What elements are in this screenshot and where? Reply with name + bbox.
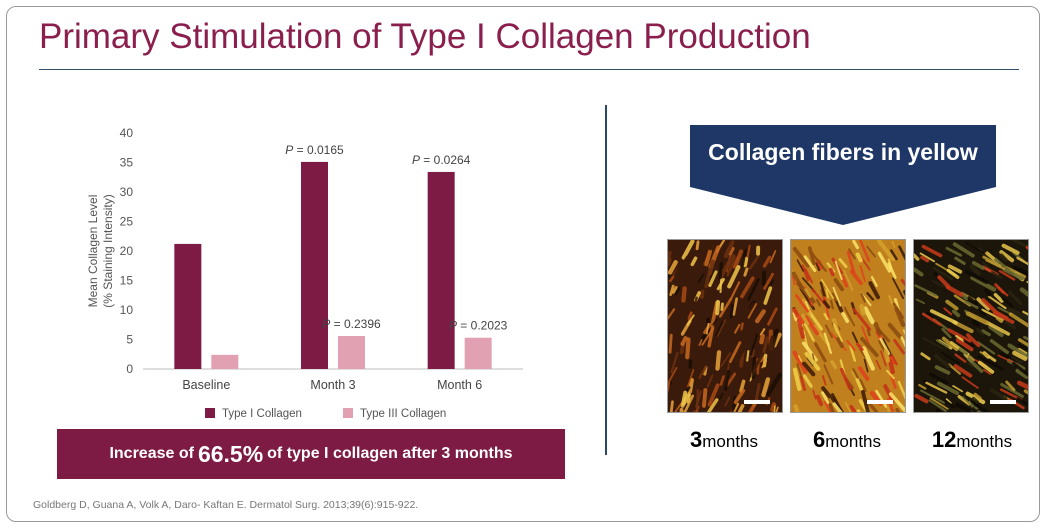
bar-type-i-baseline	[174, 243, 202, 369]
scale-bar	[867, 400, 893, 404]
y-tick-label: 10	[120, 303, 134, 317]
y-tick-label: 5	[126, 333, 133, 347]
p-value-label: P = 0.0165	[285, 143, 344, 157]
y-tick-label: 0	[126, 362, 133, 376]
legend-swatch	[205, 408, 215, 418]
callout-arrow-shape	[690, 125, 996, 225]
y-axis-label-line2: (% Staining Intensity)	[101, 194, 115, 307]
x-tick-label: Baseline	[182, 378, 230, 392]
y-axis-label-line1: Mean Collagen Level	[86, 195, 100, 308]
timepoint-label-12: 12months	[912, 427, 1032, 453]
banner-value: 66.5%	[197, 440, 264, 467]
timepoint-label-3: 3months	[664, 427, 784, 453]
micrograph-6-months	[790, 239, 906, 413]
timepoint-value: 3	[690, 427, 703, 452]
p-value: = 0.2396	[330, 317, 381, 331]
p-value-label: P = 0.2396	[322, 317, 381, 331]
p-value-label: P = 0.2023	[449, 319, 508, 333]
bar-type-iii-month-6	[464, 337, 492, 369]
micrograph-3-months	[667, 239, 783, 413]
x-tick-label: Month 3	[310, 378, 355, 392]
page-title: Primary Stimulation of Type I Collagen P…	[39, 17, 811, 56]
y-tick-label: 35	[120, 156, 134, 170]
p-symbol: P	[285, 143, 293, 157]
result-banner: Increase of 66.5% of type I collagen aft…	[57, 429, 565, 479]
callout-text: Collagen fibers in yellow	[708, 139, 978, 165]
bar-type-iii-month-3	[338, 335, 365, 369]
p-symbol: P	[412, 153, 420, 167]
p-value: = 0.2023	[457, 319, 508, 333]
y-tick-label: 20	[120, 244, 134, 258]
p-value: = 0.0264	[420, 153, 471, 167]
p-value: = 0.0165	[293, 143, 344, 157]
banner-text-after: of type I collagen after 3 months	[267, 445, 513, 462]
timepoint-value: 12	[931, 427, 957, 452]
micrograph-12-months	[913, 239, 1029, 413]
y-tick-label: 25	[120, 215, 134, 229]
p-symbol: P	[322, 317, 330, 331]
y-tick-label: 30	[120, 185, 134, 199]
citation: Goldberg D, Guana A, Volk A, Daro- Kafta…	[33, 499, 419, 511]
timepoint-value: 6	[813, 427, 826, 452]
legend-label: Type III Collagen	[360, 408, 446, 420]
timepoint-unit: months	[956, 432, 1013, 451]
legend-swatch	[343, 408, 353, 418]
collagen-bar-chart: 0 5 10 15 20 25 30 35 40 Mean Collagen Level(% St…	[86, 126, 523, 420]
slide: Primary Stimulation of Type I Collagen P…	[6, 6, 1040, 522]
title-rule	[39, 69, 1019, 70]
vertical-divider	[605, 105, 607, 455]
bar-type-iii-baseline	[211, 354, 239, 369]
scale-bar	[990, 400, 1016, 404]
y-tick-label: 40	[120, 126, 134, 140]
timepoint-label-6: 6months	[787, 427, 907, 453]
y-tick-label: 15	[120, 274, 134, 288]
p-symbol: P	[449, 319, 457, 333]
x-tick-label: Month 6	[437, 378, 482, 392]
scale-bar	[744, 400, 770, 404]
bar-type-i-month-3	[301, 161, 328, 369]
timepoint-unit: months	[825, 432, 881, 451]
p-value-label: P = 0.0264	[412, 153, 471, 167]
legend-label: Type I Collagen	[222, 408, 302, 420]
y-axis-label: Mean Collagen Level(% Staining Intensity…	[86, 194, 115, 307]
banner-text-before: Increase of	[109, 445, 194, 462]
bar-type-i-month-6	[427, 171, 455, 369]
timepoint-unit: months	[702, 432, 758, 451]
